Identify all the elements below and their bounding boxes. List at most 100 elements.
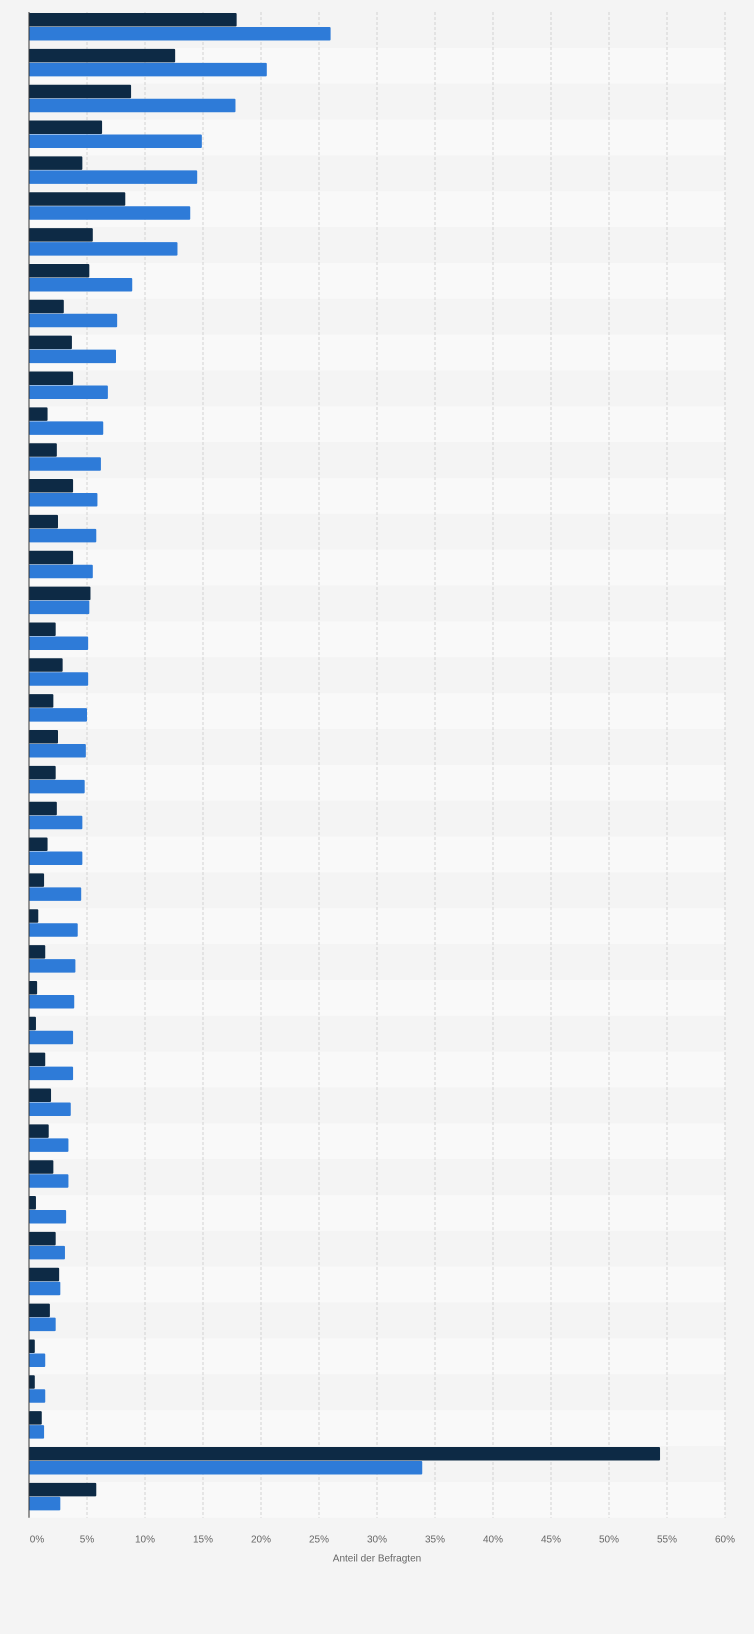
- bar-series-1: [29, 120, 103, 135]
- bar-series-1: [29, 514, 58, 529]
- bar-series-2: [29, 1425, 45, 1439]
- bar-series-2: [29, 636, 89, 650]
- bar-series-1: [29, 1303, 50, 1318]
- bar-series-2: [29, 277, 133, 292]
- bar-series-2: [29, 27, 331, 41]
- bar-series-2: [29, 528, 97, 543]
- bar-series-2: [29, 98, 236, 113]
- bar-series-1: [29, 1196, 36, 1210]
- bar-series-1: [29, 1231, 56, 1246]
- x-tick-label: 5%: [80, 1535, 95, 1546]
- bar-series-2: [29, 206, 191, 220]
- bar-series-1: [29, 84, 132, 99]
- bar-series-2: [29, 421, 104, 435]
- bar-series-1: [29, 192, 126, 206]
- bar-series-2: [29, 493, 98, 507]
- bar-series-2: [29, 1317, 56, 1332]
- bar-series-1: [29, 873, 45, 887]
- bar-series-1: [29, 730, 58, 744]
- bar-series-2: [29, 744, 86, 758]
- x-tick-label: 50%: [599, 1535, 619, 1546]
- bar-series-2: [29, 851, 83, 866]
- bar-series-1: [29, 1267, 60, 1282]
- bar-series-2: [29, 1353, 46, 1367]
- bar-series-2: [29, 313, 118, 328]
- bar-series-1: [29, 443, 57, 457]
- bar-series-1: [29, 801, 57, 816]
- bar-series-2: [29, 457, 101, 471]
- bar-series-2: [29, 349, 116, 364]
- bar-series-2: [29, 1496, 61, 1511]
- x-tick-labels: 0% 5% 10% 15% 20% 25% 30% 35% 40% 45% 50% 55% 60%: [30, 1535, 735, 1546]
- bar-series-2: [29, 994, 75, 1009]
- bar-series-1: [29, 1052, 46, 1067]
- bar-series-1: [29, 837, 48, 852]
- bar-series-1: [29, 1124, 49, 1138]
- bar-series-1: [29, 550, 74, 565]
- bar-series-1: [29, 586, 91, 601]
- bar-series-1: [29, 658, 63, 672]
- bar-series-1: [29, 156, 83, 170]
- x-tick-label: 45%: [541, 1535, 561, 1546]
- bar-series-1: [29, 1447, 661, 1461]
- bar-series-2: [29, 672, 89, 686]
- bar-series-1: [29, 980, 38, 995]
- bar-series-1: [29, 909, 39, 923]
- bar-series-2: [29, 1138, 69, 1152]
- bar-series-2: [29, 959, 76, 973]
- bar-series-1: [29, 945, 46, 959]
- bar-series-1: [29, 48, 176, 63]
- x-tick-label: 55%: [657, 1535, 677, 1546]
- gridlines: [86, 12, 726, 1518]
- bar-series-2: [29, 564, 93, 579]
- bar-series-2: [29, 887, 82, 901]
- bar-series-1: [29, 1375, 35, 1389]
- bar-series-2: [29, 134, 202, 149]
- bar-series-2: [29, 1030, 74, 1045]
- bar-series-1: [29, 1088, 52, 1102]
- bar-series-2: [29, 1102, 71, 1116]
- bar-series-1: [29, 263, 90, 278]
- x-tick-label: 15%: [193, 1535, 213, 1546]
- bar-series-2: [29, 242, 178, 256]
- bar-series-2: [29, 1281, 61, 1296]
- bar-series-1: [29, 1016, 36, 1031]
- x-tick-label: 20%: [251, 1535, 271, 1546]
- x-tick-label: 35%: [425, 1535, 445, 1546]
- bar-series-2: [29, 779, 85, 794]
- bar-series-2: [29, 170, 198, 184]
- bar-series-1: [29, 371, 74, 385]
- bar-series-2: [29, 62, 267, 77]
- bar-series-1: [29, 228, 93, 242]
- bar-series-1: [29, 1482, 97, 1497]
- bar-series-2: [29, 1245, 65, 1260]
- bar-series-1: [29, 1160, 54, 1174]
- bar-series-1: [29, 13, 237, 27]
- bar-series-1: [29, 335, 72, 350]
- bar-series-1: [29, 479, 74, 493]
- x-tick-label: 60%: [715, 1535, 735, 1546]
- bar-series-2: [29, 815, 83, 830]
- x-tick-label: 0%: [30, 1535, 45, 1546]
- x-tick-label: 10%: [135, 1535, 155, 1546]
- x-tick-label: 30%: [367, 1535, 387, 1546]
- bar-series-1: [29, 299, 64, 314]
- x-axis-label: Anteil der Befragten: [333, 1554, 421, 1565]
- bar-series-2: [29, 1066, 74, 1081]
- x-tick-label: 40%: [483, 1535, 503, 1546]
- bar-series-1: [29, 694, 54, 708]
- bar-series-2: [29, 708, 87, 722]
- bar-series-2: [29, 1461, 423, 1475]
- bar-series-1: [29, 1339, 35, 1353]
- bars: [29, 13, 661, 1511]
- bar-series-2: [29, 1174, 69, 1188]
- bar-series-1: [29, 1411, 42, 1425]
- bar-series-2: [29, 385, 108, 399]
- bar-series-2: [29, 1389, 46, 1403]
- bar-series-2: [29, 923, 78, 937]
- x-tick-label: 25%: [309, 1535, 329, 1546]
- bar-series-1: [29, 765, 56, 780]
- bar-series-2: [29, 1210, 67, 1224]
